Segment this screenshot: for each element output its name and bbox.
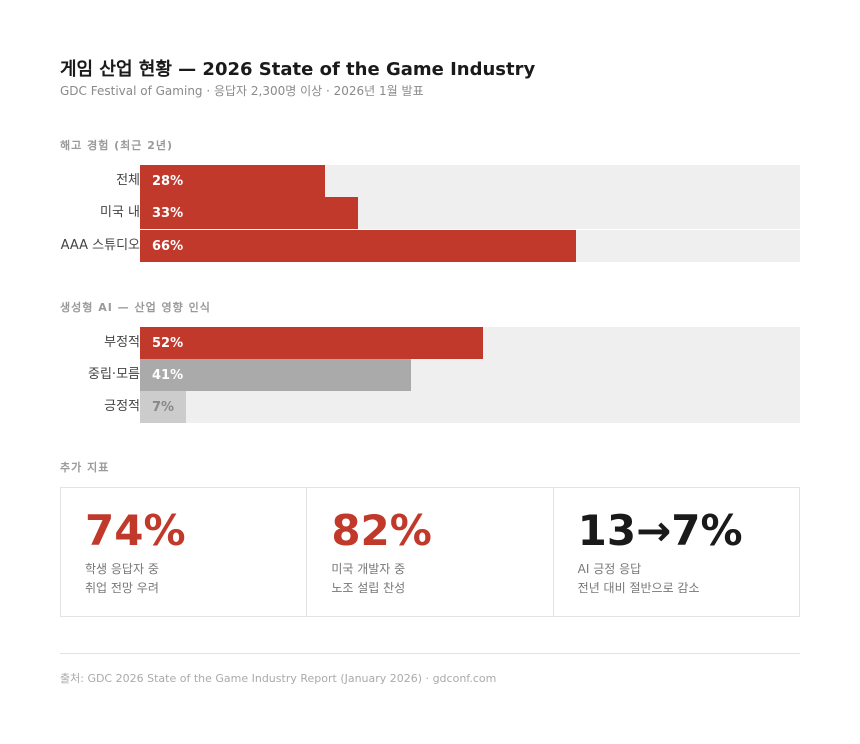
bar: 52% [140,327,483,359]
page-title: 게임 산업 현황 — 2026 State of the Game Indust… [60,59,536,80]
category-label-text: 미국 내 [99,205,140,220]
layoffs-section-title: 해고 경험 (최근 2년) [60,139,174,152]
page-subtitle: GDC Festival of Gaming · 응답자 2,300명 이상 ·… [60,84,424,98]
ai-perception-bar-chart: 부정적 52% 중립·모름 41% 긍정적 7% [60,327,800,423]
bar-track: 7% [140,391,800,423]
bar-row: 전체 28% [60,165,800,197]
bar-value-label: 7% [152,399,175,415]
bar-track: 28% [140,165,800,197]
bar-value-label: 41% [152,367,184,383]
category-label: 부정적 [60,327,140,359]
ai-section-title: 생성형 AI — 산업 영향 인식 [60,301,211,314]
bar-value-label: 33% [152,205,184,221]
category-label: 긍정적 [60,391,140,423]
metric-description: AI 긍정 응답 전년 대비 절반으로 감소 [578,560,799,598]
bar: 41% [140,359,411,391]
category-label: AAA 스튜디오 [60,230,140,262]
bar-track: 33% [140,197,800,229]
bar-value-label: 52% [152,335,184,351]
metric-card-ai-positive-drop: 13→7% AI 긍정 응답 전년 대비 절반으로 감소 [554,488,799,616]
metric-desc-line: AI 긍정 응답 [577,562,642,576]
metric-card-union-support: 82% 미국 개발자 중 노조 설립 찬성 [307,488,554,616]
bar: 7% [140,391,186,423]
layoffs-bar-chart: 전체 28% 미국 내 33% AAA 스튜디오 66% [60,165,800,262]
metric-card-student-concern: 74% 학생 응답자 중 취업 전망 우려 [61,488,308,616]
metric-desc-line: 미국 개발자 중 [331,562,406,576]
bar-row: 미국 내 33% [60,197,800,229]
source-citation: 출처: GDC 2026 State of the Game Industry … [60,672,497,685]
metric-desc-line: 취업 전망 우려 [85,581,159,595]
extra-metrics-title: 추가 지표 [60,461,110,474]
bar-row: 부정적 52% [60,327,800,359]
footer-divider [60,653,800,654]
bar-row: AAA 스튜디오 66% [60,229,800,262]
bar: 66% [140,230,576,262]
metric-value: 13→7% [577,506,743,555]
bar-track: 52% [140,327,800,359]
bar-value-label: 28% [152,173,184,189]
metric-cards: 74% 학생 응답자 중 취업 전망 우려 82% 미국 개발자 중 노조 설립… [60,487,800,617]
bar-track: 41% [140,359,800,391]
category-label: 전체 [60,165,140,197]
category-label-text: 긍정적 [104,399,140,414]
category-label-text: 전체 [116,173,140,188]
metric-desc-line: 전년 대비 절반으로 감소 [577,581,700,595]
bar: 28% [140,165,325,197]
category-label: 중립·모름 [60,359,140,391]
metric-description: 학생 응답자 중 취업 전망 우려 [85,560,306,598]
bar: 33% [140,197,358,229]
metric-desc-line: 학생 응답자 중 [85,562,159,576]
category-label-text: AAA 스튜디오 [60,238,140,253]
category-label-text: 부정적 [104,335,140,350]
category-label: 미국 내 [60,197,140,229]
metric-desc-line: 노조 설립 찬성 [331,581,406,595]
bar-row: 중립·모름 41% [60,359,800,391]
metric-value: 74% [85,506,186,555]
metric-value: 82% [331,506,432,555]
bar-value-label: 66% [152,238,184,254]
bar-row: 긍정적 7% [60,391,800,423]
bar-track: 66% [140,230,800,262]
category-label-text: 중립·모름 [88,367,140,382]
metric-description: 미국 개발자 중 노조 설립 찬성 [331,560,552,598]
